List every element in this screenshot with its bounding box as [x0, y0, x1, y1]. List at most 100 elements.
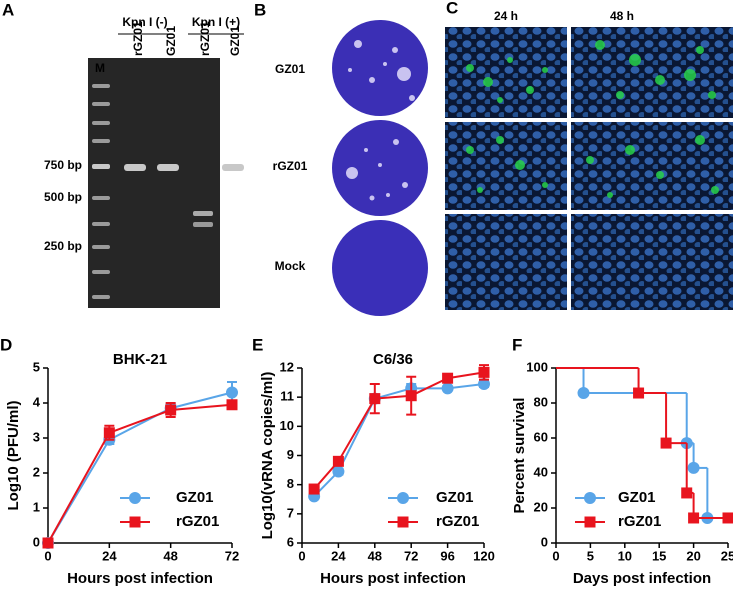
x-tick-label: 72	[404, 548, 418, 563]
legend-marker	[584, 492, 596, 504]
marker	[479, 367, 490, 378]
y-tick-label: 10	[280, 418, 294, 433]
marker	[633, 388, 644, 399]
series-line	[314, 384, 484, 496]
column-label: 48 h	[610, 9, 634, 23]
x-tick-label: 25	[721, 548, 733, 563]
marker	[406, 390, 417, 401]
legend-label: GZ01	[436, 489, 474, 506]
x-tick-label: 48	[368, 548, 382, 563]
marker	[578, 387, 590, 399]
legend-marker	[585, 517, 596, 528]
y-tick-label: 60	[534, 429, 548, 444]
x-tick-label: 120	[473, 548, 495, 563]
panel-label: D	[0, 335, 12, 354]
y-tick-label: 5	[33, 359, 40, 374]
y-tick-label: 40	[534, 464, 548, 479]
marker	[661, 438, 672, 449]
legend-label: rGZ01	[176, 513, 219, 530]
legend-label: GZ01	[618, 489, 656, 506]
panel-label: F	[512, 335, 522, 354]
x-axis-label: Days post infection	[573, 570, 711, 587]
plaque-plate	[332, 120, 428, 216]
y-tick-label: 3	[33, 429, 40, 444]
y-tick-label: 0	[541, 534, 548, 549]
panel-label: C	[446, 0, 458, 17]
x-tick-label: 0	[298, 548, 305, 563]
y-axis-label: Log10 (PFU/ml)	[5, 400, 22, 510]
x-tick-label: 10	[618, 548, 632, 563]
y-tick-label: 7	[287, 505, 294, 520]
marker	[369, 393, 380, 404]
row-label: GZ01	[275, 62, 305, 76]
panel-label: E	[252, 335, 263, 354]
ladder-label: M	[95, 61, 105, 75]
y-tick-label: 4	[33, 394, 41, 409]
legend-marker	[397, 492, 409, 504]
x-tick-label: 72	[225, 548, 239, 563]
y-axis-label: Log10(vRNA copies/ml)	[259, 372, 276, 540]
panel-label: B	[254, 0, 266, 19]
row-label: Mock	[275, 259, 306, 273]
plaque-plate	[332, 220, 428, 316]
column-label: 24 h	[494, 9, 518, 23]
y-tick-label: 20	[534, 499, 548, 514]
x-tick-label: 20	[686, 548, 700, 563]
x-tick-label: 15	[652, 548, 666, 563]
y-tick-label: 6	[287, 534, 294, 549]
marker	[227, 399, 238, 410]
y-tick-label: 1	[33, 499, 40, 514]
marker	[309, 484, 320, 495]
legend-label: GZ01	[176, 489, 214, 506]
marker-label: 250 bp	[44, 239, 82, 253]
legend-marker	[130, 517, 141, 528]
legend-label: rGZ01	[618, 513, 661, 530]
marker	[104, 427, 115, 438]
marker	[681, 487, 692, 498]
marker	[333, 456, 344, 467]
chart-title: C6/36	[373, 351, 413, 368]
y-axis-label: Percent survival	[511, 398, 528, 514]
marker	[688, 512, 699, 523]
y-tick-label: 12	[280, 359, 294, 374]
x-tick-label: 48	[163, 548, 177, 563]
x-axis-label: Hours post infection	[320, 570, 466, 587]
y-tick-label: 0	[33, 534, 40, 549]
lane-label: rGZ01	[131, 21, 145, 56]
marker	[226, 387, 238, 399]
y-tick-label: 80	[534, 394, 548, 409]
panel-c: C 24 h 48 h	[445, 0, 733, 310]
legend-marker	[129, 492, 141, 504]
marker-label: 500 bp	[44, 190, 82, 204]
marker	[688, 462, 700, 474]
legend-marker	[398, 517, 409, 528]
panel-label: A	[2, 0, 14, 19]
x-axis-label: Hours post infection	[67, 570, 213, 587]
x-tick-label: 0	[44, 548, 51, 563]
marker	[723, 512, 733, 523]
y-tick-label: 8	[287, 476, 294, 491]
legend-label: rGZ01	[436, 513, 479, 530]
marker	[442, 382, 454, 394]
x-tick-label: 96	[440, 548, 454, 563]
lane-label: GZ01	[164, 26, 178, 56]
row-label: rGZ01	[273, 159, 308, 173]
x-tick-label: 5	[587, 548, 594, 563]
plaque-plate	[332, 20, 428, 116]
marker-label: 750 bp	[44, 158, 82, 172]
y-tick-label: 100	[526, 359, 548, 374]
panel-b: B GZ01 rGZ01 Mock	[254, 0, 428, 316]
lane-label: GZ01	[228, 26, 242, 56]
y-tick-label: 2	[33, 464, 40, 479]
marker	[442, 373, 453, 384]
marker	[43, 538, 54, 549]
x-tick-label: 24	[102, 548, 117, 563]
x-tick-label: 0	[552, 548, 559, 563]
y-tick-label: 9	[287, 447, 294, 462]
panel-a: A M Kpn I (-) Kpn I (+) rGZ01 GZ01 rGZ01…	[2, 0, 244, 308]
x-tick-label: 24	[331, 548, 346, 563]
chart-title: BHK-21	[113, 351, 167, 368]
marker	[165, 405, 176, 416]
